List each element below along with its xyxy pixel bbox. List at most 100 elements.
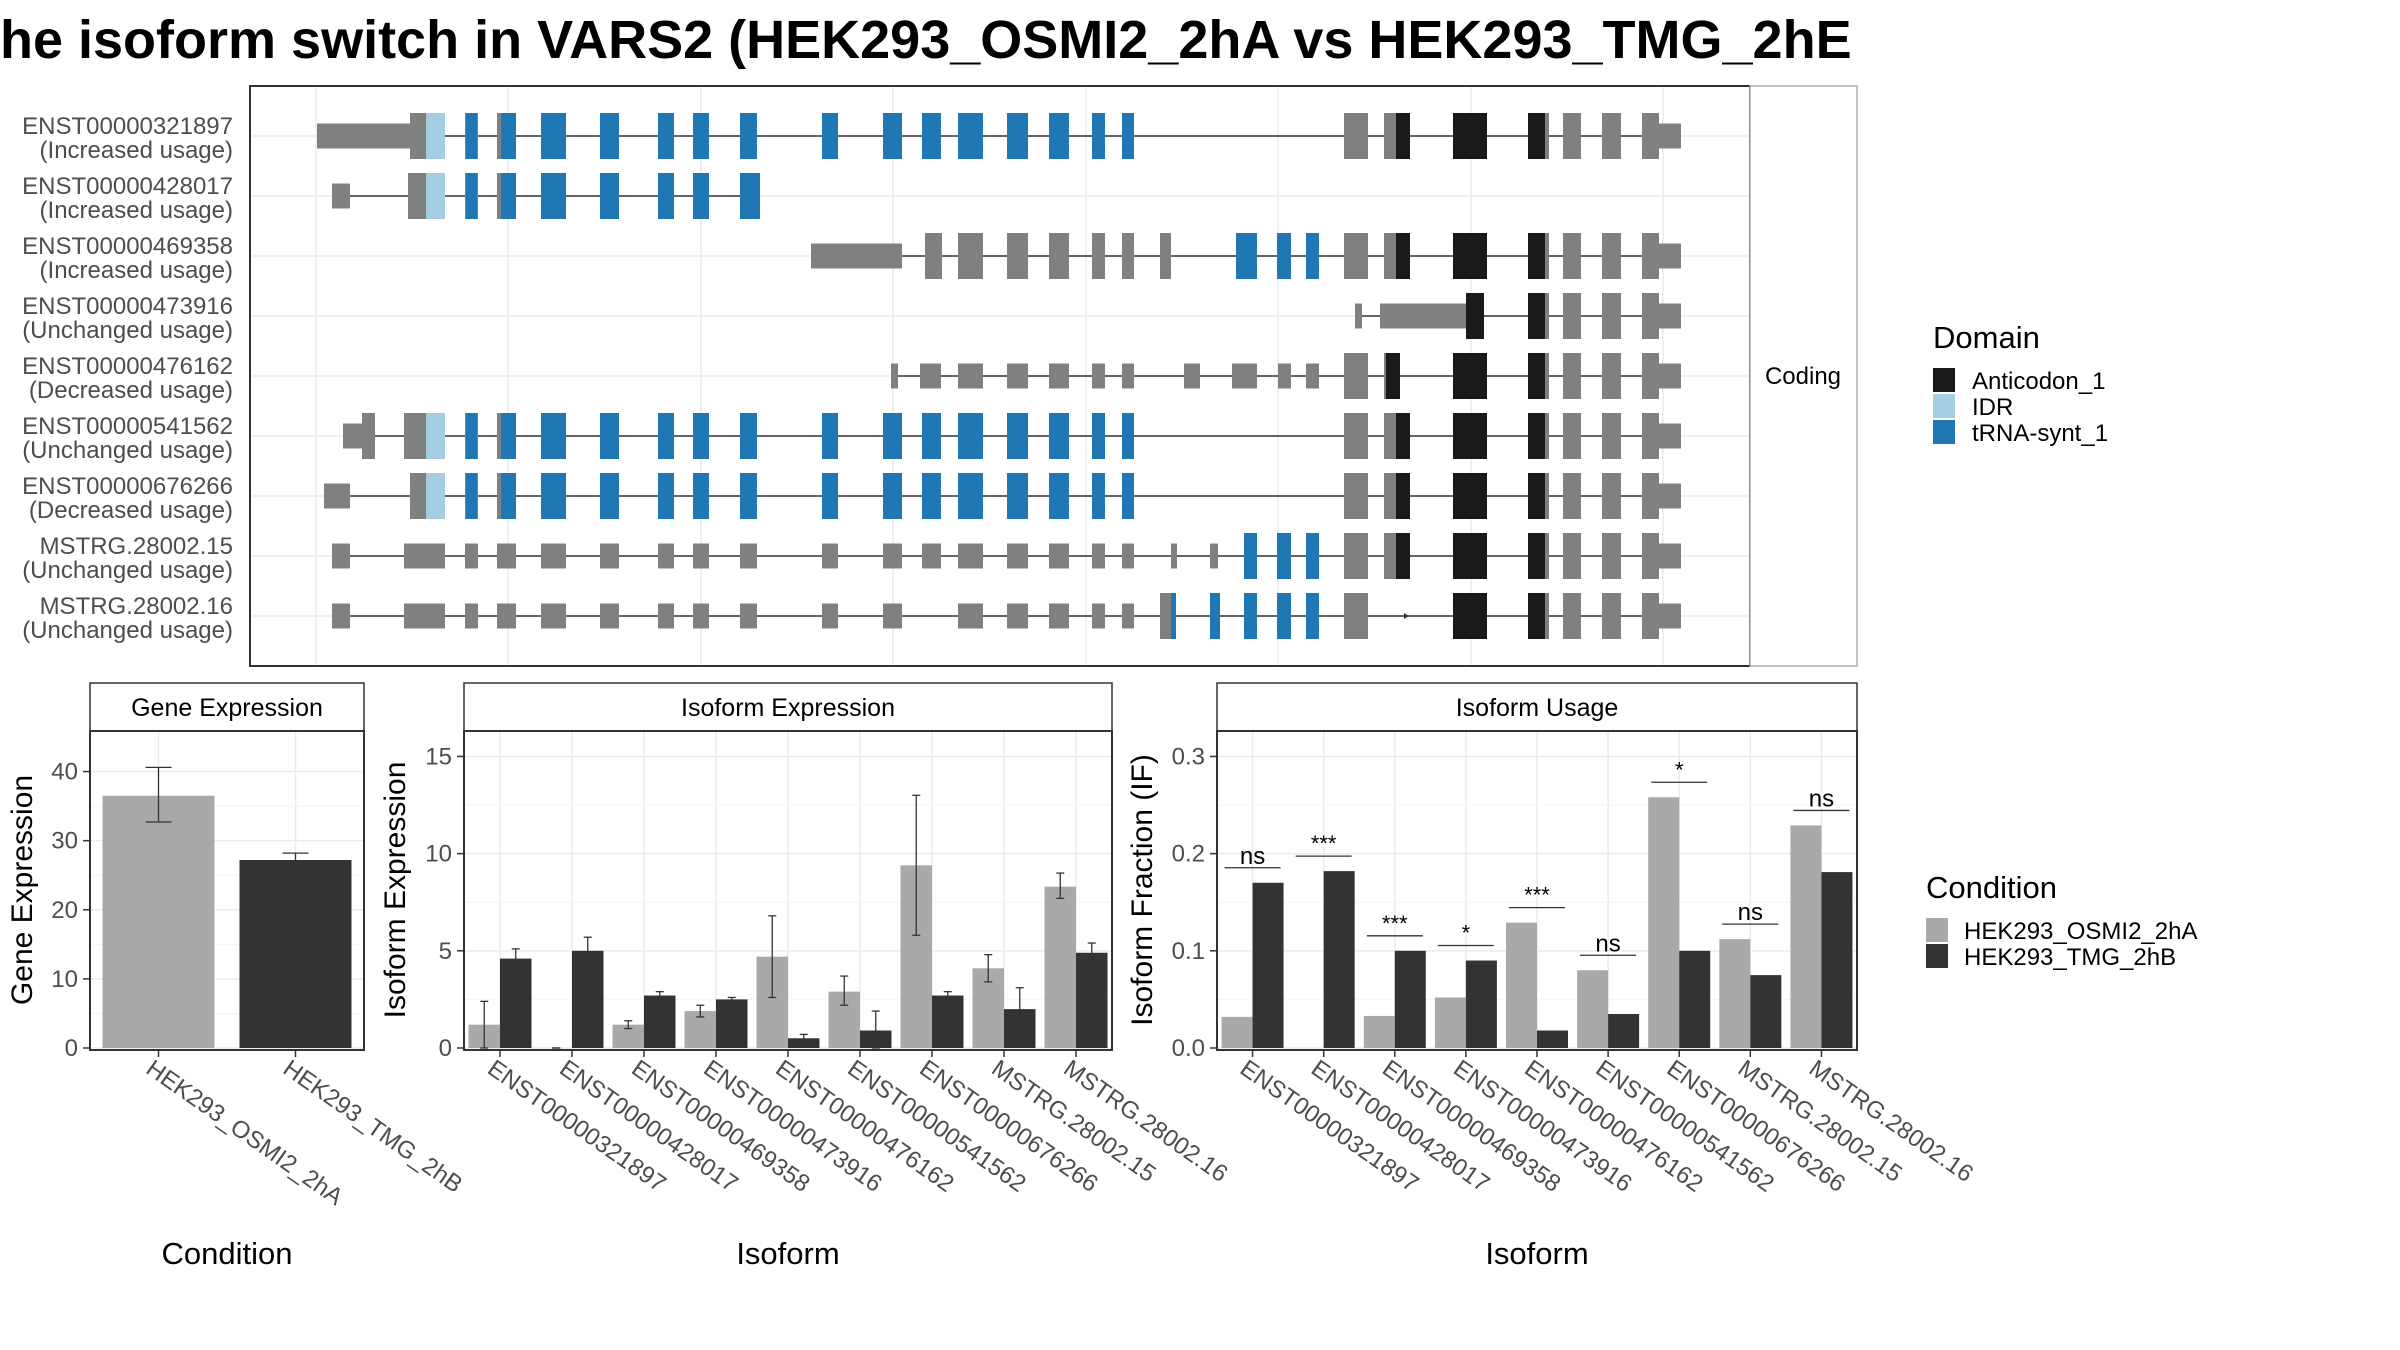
exon <box>1384 473 1396 519</box>
transcript-row <box>332 173 760 219</box>
domain-exon <box>1528 593 1545 639</box>
exon <box>822 603 838 629</box>
gene-expression-x-title: Condition <box>162 1236 293 1271</box>
y-tick-label: 0.3 <box>1172 743 1205 770</box>
bar <box>1252 882 1284 1048</box>
domain-exon <box>501 413 512 459</box>
bar <box>1323 871 1355 1048</box>
exon <box>922 543 941 569</box>
bar <box>1608 1013 1640 1048</box>
exon <box>1049 603 1069 629</box>
structure-row-label-id: ENST00000321897 <box>22 113 233 140</box>
structure-row-label-id: ENST00000473916 <box>22 293 233 320</box>
significance-annotation: *** <box>1366 911 1423 937</box>
domain-exon <box>1528 413 1545 459</box>
bar <box>932 995 964 1048</box>
exon <box>1602 113 1621 159</box>
direction-arrow <box>1404 613 1409 619</box>
exon <box>1642 353 1659 399</box>
domain-exon <box>883 113 902 159</box>
domain-exon <box>1092 113 1105 159</box>
exon <box>332 183 350 209</box>
y-tick-label: 0 <box>65 1035 78 1062</box>
isoform-usage-panel: Isoform Usage 0.00.10.20.3ENST0000032189… <box>1126 682 1978 1271</box>
structure-row-label-usage: (Increased usage) <box>40 197 233 224</box>
exon <box>958 363 983 389</box>
exon <box>1659 303 1681 329</box>
structure-row-label-id: ENST00000476162 <box>22 353 233 380</box>
exon <box>1092 363 1105 389</box>
structure-row-labels: ENST00000321897 (Increased usage) ENST0000… <box>22 113 233 644</box>
domain-exon <box>1453 353 1487 399</box>
significance-label: ns <box>1240 843 1265 870</box>
domain-exon <box>1171 593 1176 639</box>
exon <box>465 543 478 569</box>
structure-row-label-id: MSTRG.28002.15 <box>40 533 233 560</box>
domain-legend-key-trna-synt <box>1933 420 1955 444</box>
error-bar <box>624 1020 633 1030</box>
error-bar <box>943 990 952 1001</box>
domain-exon <box>501 473 512 519</box>
significance-label: * <box>1462 921 1471 946</box>
domain-exon <box>1528 293 1545 339</box>
domain-exon <box>822 113 838 159</box>
exon <box>1545 233 1549 279</box>
bar <box>788 1038 820 1048</box>
domain-exon <box>740 413 757 459</box>
condition-legend-label-tmg: HEK293_TMG_2hB <box>1964 944 2176 971</box>
domain-exon <box>600 113 619 159</box>
structure-row-label-usage: (Unchanged usage) <box>22 437 233 464</box>
significance-annotation: ns <box>1793 785 1850 812</box>
exon <box>1306 363 1319 389</box>
exon <box>404 413 426 459</box>
exon <box>1642 113 1659 159</box>
exon <box>1278 363 1291 389</box>
transcript-row <box>317 113 1681 159</box>
domain-exon <box>658 173 674 219</box>
error-bar <box>840 975 849 1006</box>
exon <box>600 603 619 629</box>
bar <box>1506 922 1537 1048</box>
y-tick-label: 15 <box>425 743 452 770</box>
domain-exon <box>1528 353 1545 399</box>
structure-row-label-usage: (Increased usage) <box>40 257 233 284</box>
domain-exon <box>1244 533 1257 579</box>
exon <box>1092 603 1105 629</box>
exon <box>1602 353 1621 399</box>
exon <box>1384 113 1396 159</box>
exon <box>1232 363 1257 389</box>
isoform-expression-x-title: Isoform <box>736 1236 839 1271</box>
bar <box>1076 952 1108 1048</box>
domain-exon <box>1453 413 1487 459</box>
domain-legend-key-anticodon <box>1933 368 1955 392</box>
domain-exon <box>1092 473 1105 519</box>
domain-exon <box>1122 413 1134 459</box>
transcript-row <box>332 533 1681 579</box>
domain-exon <box>658 413 674 459</box>
exon <box>1344 413 1368 459</box>
domain-exon <box>740 113 757 159</box>
error-bar <box>480 1000 489 1049</box>
isoform-usage-y-title: Isoform Fraction (IF) <box>1126 754 1159 1026</box>
exon <box>600 543 619 569</box>
exon <box>1007 233 1028 279</box>
domain-exon <box>1306 233 1319 279</box>
domain-exon <box>1396 533 1410 579</box>
significance-annotation: ns <box>1224 843 1281 870</box>
condition-legend: Condition HEK293_OSMI2_2hA HEK293_TMG_2h… <box>1926 870 2197 971</box>
error-bar <box>282 852 309 867</box>
exon <box>925 233 942 279</box>
exon <box>541 603 566 629</box>
significance-label: ns <box>1809 785 1834 812</box>
exon <box>1563 113 1581 159</box>
exon <box>958 233 983 279</box>
domain-exon <box>466 173 477 219</box>
exon <box>408 173 426 219</box>
domain-exon <box>600 413 619 459</box>
condition-legend-key-tmg <box>1926 944 1948 968</box>
error-bar <box>799 1033 808 1043</box>
bar <box>1465 960 1497 1048</box>
exon <box>740 603 757 629</box>
exon <box>1344 353 1368 399</box>
